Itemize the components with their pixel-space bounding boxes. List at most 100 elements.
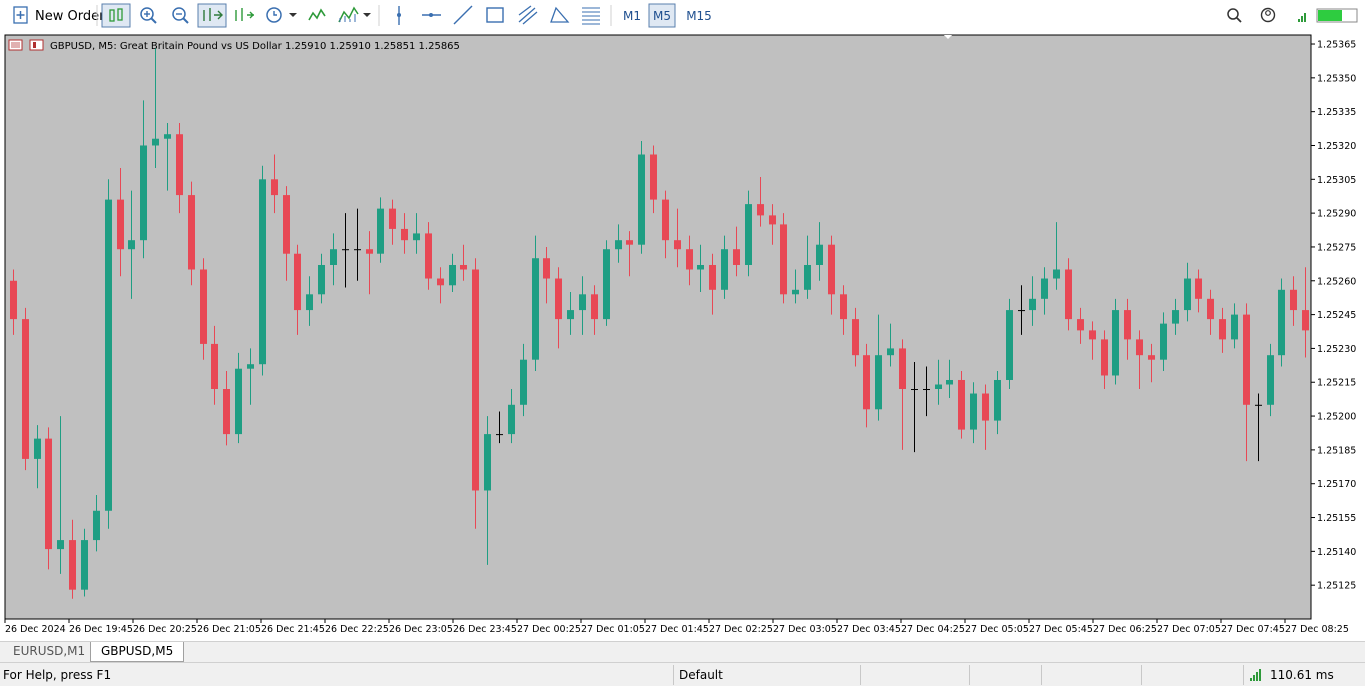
candle-body xyxy=(1278,289,1285,356)
zoom-in-button[interactable] xyxy=(140,7,157,24)
y-tick-label: 1.25125 xyxy=(1317,581,1356,592)
candle-body xyxy=(200,269,207,344)
tab-bar: EURUSD,M1 GBPUSD,M5 xyxy=(0,641,1365,662)
candle-body xyxy=(306,294,313,311)
x-tick-label: 27 Dec 00:25 xyxy=(517,624,581,635)
candle-body xyxy=(532,258,539,360)
x-tick-label: 26 Dec 19:45 xyxy=(69,624,133,635)
channel-tool[interactable] xyxy=(518,5,538,25)
candle-body xyxy=(413,233,420,241)
candle-body xyxy=(22,319,29,459)
candle-body xyxy=(1053,269,1060,279)
candle-body xyxy=(650,154,657,200)
candle-body xyxy=(745,204,752,265)
zoom-out-button[interactable] xyxy=(172,7,189,24)
candle-body xyxy=(401,228,408,241)
timeframe-button[interactable]: M5 xyxy=(653,9,671,23)
candle-body xyxy=(69,540,76,590)
candle-body xyxy=(674,240,681,250)
candle-body xyxy=(484,434,491,491)
x-tick-label: 27 Dec 02:25 xyxy=(709,624,773,635)
candle-body xyxy=(816,244,823,265)
clock-button[interactable] xyxy=(266,7,297,23)
x-tick-label: 27 Dec 01:05 xyxy=(581,624,645,635)
candle-body xyxy=(757,204,764,216)
y-tick-label: 1.25320 xyxy=(1317,141,1356,152)
candle-body xyxy=(1029,298,1036,311)
candle-body xyxy=(342,249,349,251)
candle-body xyxy=(10,280,17,320)
search-button[interactable] xyxy=(1227,8,1242,23)
shift-marker xyxy=(944,35,952,39)
candle-body xyxy=(863,355,870,410)
candle-body xyxy=(970,393,977,430)
triangle-tool[interactable] xyxy=(550,6,570,23)
candle-body xyxy=(294,253,301,311)
ping-icon xyxy=(1250,669,1261,681)
candle-body xyxy=(638,154,645,245)
candle-body xyxy=(567,310,574,320)
x-tick-label: 27 Dec 05:45 xyxy=(1029,624,1093,635)
candle-body xyxy=(804,264,811,290)
chart-window: GBPUSD, M5: Great Britain Pound vs US Do… xyxy=(0,31,1365,641)
trendline-tool[interactable] xyxy=(453,5,473,25)
chart-header: GBPUSD, M5: Great Britain Pound vs US Do… xyxy=(50,41,460,52)
autoscroll-button[interactable] xyxy=(197,3,227,28)
candle-body xyxy=(235,368,242,435)
timeframe-active xyxy=(648,3,676,28)
y-tick-label: 1.25245 xyxy=(1317,310,1356,321)
candle-body xyxy=(1255,404,1262,406)
new-order-label: New Order xyxy=(35,9,105,24)
candle-body xyxy=(792,289,799,295)
candle-body xyxy=(946,379,953,385)
candle-body xyxy=(1077,319,1084,331)
candle-body xyxy=(81,540,88,590)
ping-value: 110.61 ms xyxy=(1270,668,1334,682)
y-tick-label: 1.25275 xyxy=(1317,242,1356,253)
candle-body xyxy=(1160,323,1167,360)
candle-body xyxy=(188,195,195,270)
candle-body xyxy=(496,434,503,436)
candle-body xyxy=(923,389,930,391)
candle-body xyxy=(603,249,610,320)
x-tick-label: 27 Dec 03:45 xyxy=(837,624,901,635)
fibo-tool[interactable] xyxy=(582,7,600,25)
candle-body xyxy=(958,379,965,430)
candle-body xyxy=(662,199,669,241)
indicators-menu[interactable] xyxy=(338,6,371,23)
profile-name: Default xyxy=(679,668,723,682)
timeframe-button[interactable]: M15 xyxy=(686,9,712,23)
account-button[interactable] xyxy=(1260,7,1276,23)
candles-button[interactable] xyxy=(101,3,131,28)
symbol-tab[interactable]: EURUSD,M1 xyxy=(13,644,86,658)
candle-body xyxy=(875,355,882,410)
candle-body xyxy=(283,195,290,254)
signal-icon xyxy=(1298,13,1306,22)
candle-body xyxy=(1089,330,1096,340)
timeframe-button[interactable]: M1 xyxy=(623,9,641,23)
symbol-tab[interactable]: GBPUSD,M5 xyxy=(90,642,185,662)
y-tick-label: 1.25260 xyxy=(1317,276,1356,287)
indicator-button[interactable] xyxy=(308,8,326,21)
x-tick-label: 27 Dec 03:05 xyxy=(773,624,837,635)
shift-button[interactable] xyxy=(235,8,254,21)
candle-body xyxy=(449,264,456,286)
candle-body xyxy=(247,364,254,369)
x-tick-label: 26 Dec 23:45 xyxy=(453,624,517,635)
candle-body xyxy=(1207,298,1214,320)
candle-body xyxy=(271,179,278,196)
candle-body xyxy=(1231,314,1238,340)
x-tick-label: 26 Dec 21:05 xyxy=(197,624,261,635)
y-tick-label: 1.25170 xyxy=(1317,479,1356,490)
y-tick-label: 1.25305 xyxy=(1317,175,1356,186)
rect-tool[interactable] xyxy=(486,7,504,23)
candle-body xyxy=(105,199,112,511)
candle-body xyxy=(828,244,835,295)
candle-body xyxy=(117,199,124,250)
candle-body xyxy=(520,359,527,405)
candle-body xyxy=(1006,310,1013,380)
candle-body xyxy=(128,240,135,250)
new-order-button[interactable]: New Order xyxy=(13,6,105,24)
candle-body xyxy=(1065,269,1072,320)
